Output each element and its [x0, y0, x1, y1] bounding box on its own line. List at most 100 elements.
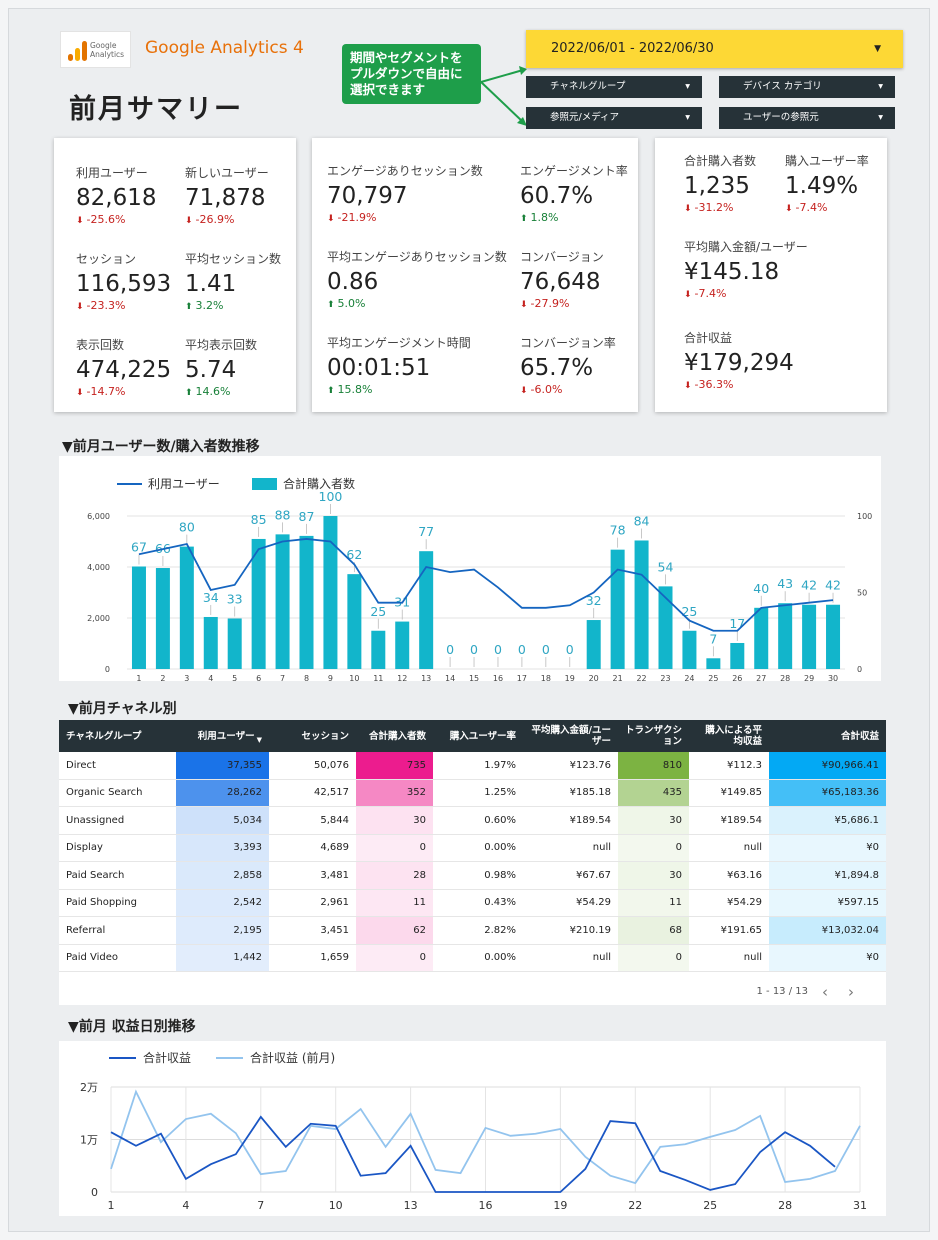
- x-tick-label: 21: [613, 674, 623, 681]
- table-cell: ¥189.54: [689, 807, 769, 835]
- table-panel: チャネルグループ 利用ユーザー ▼ セッション 合計購入者数 購入ユーザー率 平均購入金額/…: [59, 720, 886, 1005]
- date-range[interactable]: 2022/06/01 - 2022/06/30 ▼: [526, 30, 903, 68]
- x-tick-label: 16: [493, 674, 503, 681]
- x-tick-label: 6: [256, 674, 261, 681]
- column-header[interactable]: 平均購入金額/ユーザー: [523, 720, 618, 752]
- metric: 平均購入金額/ユーザー ¥145.18 ⬇ -7.4%: [684, 238, 887, 329]
- table-cell: null: [523, 944, 618, 972]
- table-cell: 0: [618, 834, 689, 862]
- x-tick-label: 7: [280, 674, 285, 681]
- metric-change: ⬇ -21.9%: [327, 211, 520, 224]
- metric-change: ⬇ -26.9%: [185, 213, 296, 226]
- table-cell: 5,034: [176, 807, 269, 835]
- y-tick-label: 0: [91, 1186, 98, 1199]
- table-cell: Display: [59, 834, 176, 862]
- column-header[interactable]: チャネルグループ: [59, 720, 176, 752]
- column-header[interactable]: 購入ユーザー率: [433, 720, 523, 752]
- metric: コンバージョン率 65.7% ⬇ -6.0%: [520, 334, 638, 420]
- change-arrow: ⬆: [327, 300, 335, 310]
- pagination: 1 - 13 / 13: [756, 986, 808, 997]
- metric-label: 合計購入者数: [684, 154, 757, 168]
- change-text: -7.4%: [694, 287, 727, 300]
- x-tick-label: 10: [349, 674, 359, 681]
- change-text: -27.9%: [530, 297, 570, 310]
- filter-dropdown[interactable]: ユーザーの参照元: [719, 107, 895, 129]
- table-cell: ¥63.16: [689, 862, 769, 890]
- table-cell: 3,481: [269, 862, 356, 890]
- callout-arrows: [480, 66, 527, 126]
- table-cell: 0.60%: [433, 807, 523, 835]
- metric-change: ⬇ -7.4%: [684, 287, 887, 300]
- table-cell: 435: [618, 779, 689, 807]
- metric-label: 平均エンゲージありセッション数: [327, 250, 507, 264]
- column-header[interactable]: 合計収益: [769, 720, 886, 752]
- table-cell: 50,076: [269, 752, 356, 780]
- data-label: 43: [777, 576, 793, 591]
- metric-label: コンバージョン: [520, 250, 604, 264]
- metric: 新しいユーザー 71,878 ⬇ -26.9%: [185, 164, 296, 250]
- change-arrow: ⬆: [520, 214, 528, 224]
- change-arrow: ⬇: [327, 214, 335, 224]
- x-tick-label: 13: [404, 1199, 418, 1212]
- x-tick-label: 26: [732, 674, 742, 681]
- x-tick-label: 4: [208, 674, 213, 681]
- bar: [227, 618, 242, 669]
- metric-value: 5.74: [185, 357, 237, 383]
- data-label: 0: [494, 642, 502, 657]
- sort-icon: ▼: [256, 736, 262, 744]
- filter-dropdown[interactable]: チャネルグループ: [526, 76, 702, 98]
- table-cell: Unassigned: [59, 807, 176, 835]
- data-label: 0: [542, 642, 550, 657]
- x-tick-label: 4: [182, 1199, 189, 1212]
- data-label: 0: [446, 642, 454, 657]
- table-cell: ¥210.19: [523, 917, 618, 945]
- filter-dropdown[interactable]: 参照元/メディア: [526, 107, 702, 129]
- filter-dropdown[interactable]: デバイス カテゴリ: [719, 76, 895, 98]
- table-cell: null: [689, 834, 769, 862]
- header-text: 購入ユーザー率: [449, 730, 516, 742]
- metric: 合計購入者数 1,235 ⬇ -31.2%: [684, 152, 785, 238]
- data-label: 33: [227, 592, 243, 607]
- column-header[interactable]: 購入による平均収益: [689, 720, 769, 752]
- change-arrow: ⬇: [520, 300, 528, 310]
- x-tick-label: 18: [541, 674, 551, 681]
- x-tick-label: 20: [589, 674, 599, 681]
- table: チャネルグループ 利用ユーザー ▼ セッション 合計購入者数 購入ユーザー率 平均購入金額/…: [59, 720, 886, 972]
- change-arrow: ⬇: [76, 388, 84, 398]
- table-cell: Organic Search: [59, 779, 176, 807]
- data-label: 32: [586, 593, 602, 608]
- x-tick-label: 25: [703, 1199, 717, 1212]
- scorecard: 利用ユーザー 82,618 ⬇ -25.6% 新しいユーザー 71,878 ⬇ -26.9% セ…: [54, 138, 296, 412]
- table-cell: 2,961: [269, 889, 356, 917]
- header-text: 合計収益: [840, 730, 879, 742]
- change-arrow: ⬇: [76, 302, 84, 312]
- section-title: ▼前月 収益日別推移: [68, 1019, 196, 1035]
- metric-value: 71,878: [185, 185, 266, 211]
- column-header[interactable]: トランザクション: [618, 720, 689, 752]
- metric-change: ⬆ 15.8%: [327, 383, 520, 396]
- line-series: [138, 538, 834, 632]
- page-nav[interactable]: ‹›: [822, 983, 874, 1001]
- column-header[interactable]: 合計購入者数: [356, 720, 433, 752]
- bar: [586, 620, 601, 669]
- table-cell: 0: [356, 834, 433, 862]
- change-arrow: ⬇: [785, 204, 793, 214]
- column-header[interactable]: セッション: [269, 720, 356, 752]
- table-cell: Paid Search: [59, 862, 176, 890]
- x-tick-label: 10: [329, 1199, 343, 1212]
- bar: [610, 549, 625, 669]
- change-text: -36.3%: [694, 378, 734, 391]
- metric-value: 82,618: [76, 185, 157, 211]
- legend-label: 合計収益 (前月): [250, 1050, 335, 1065]
- table-cell: 62: [356, 917, 433, 945]
- table-cell: 2,858: [176, 862, 269, 890]
- table-row: Paid Shopping 2,542 2,961 11 0.43% ¥54.29 11 ¥5…: [59, 889, 886, 917]
- logo-icon: [68, 41, 87, 61]
- x-tick-label: 12: [397, 674, 407, 681]
- metric-value: 0.86: [327, 269, 379, 295]
- table-cell: ¥90,966.41: [769, 752, 886, 780]
- header-text: 購入による平均収益: [705, 725, 762, 747]
- metric-value: 65.7%: [520, 355, 594, 381]
- data-label: 84: [634, 513, 650, 528]
- column-header[interactable]: 利用ユーザー ▼: [176, 720, 269, 752]
